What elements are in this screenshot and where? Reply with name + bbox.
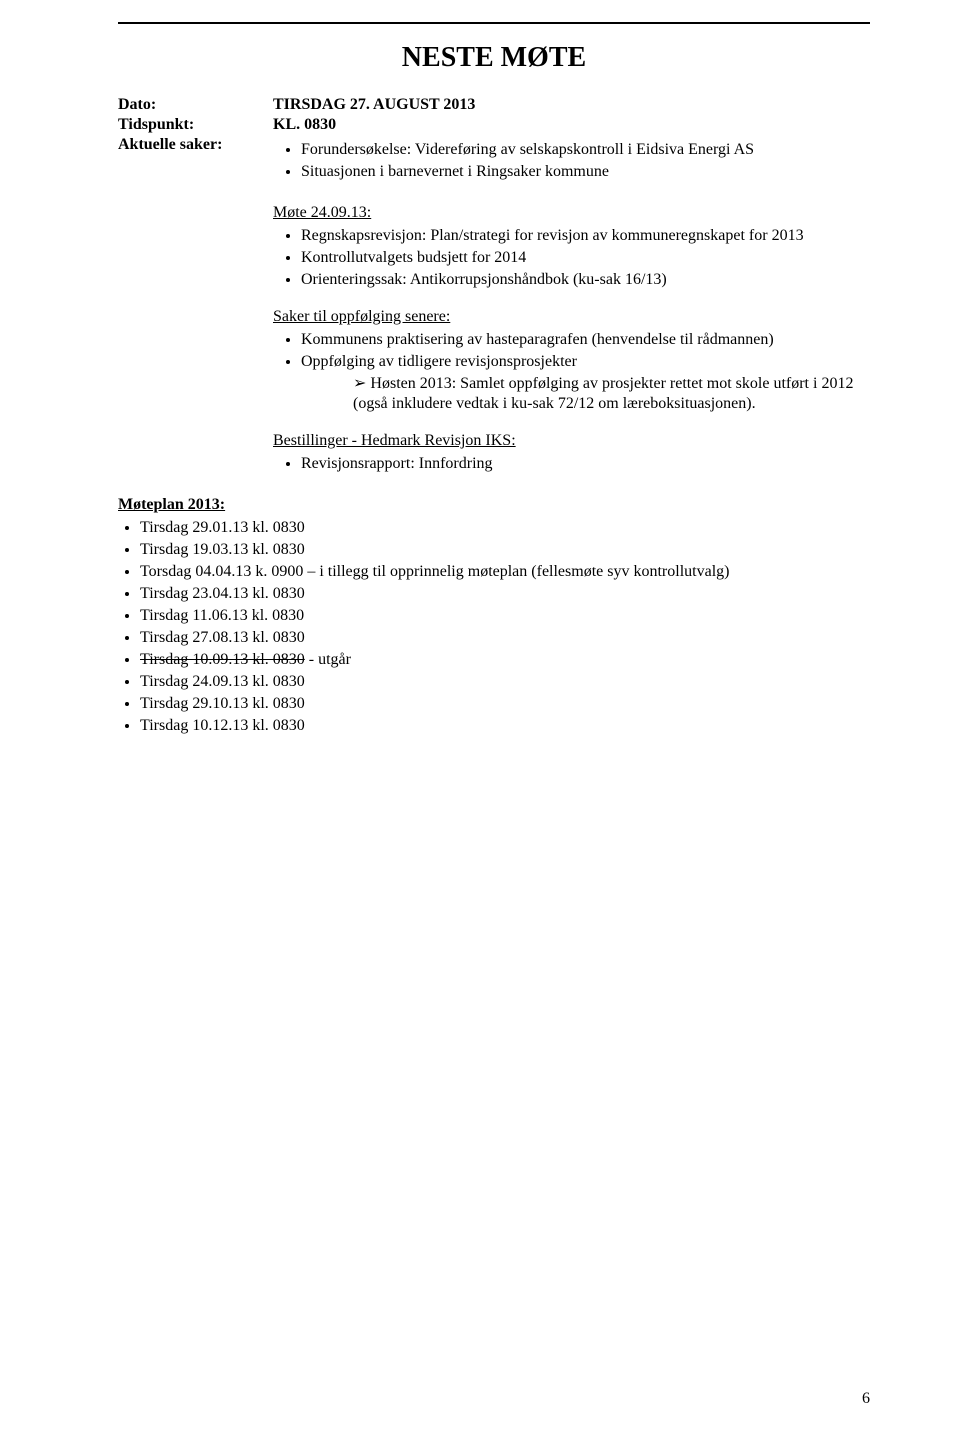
aktuelle-label: Aktuelle saker: [118,136,273,186]
saker-senere-heading: Saker til oppfølging senere: [273,308,870,326]
meta-dato-row: Dato: TIRSDAG 27. AUGUST 2013 [118,96,870,114]
bestillinger-item: Revisjonsrapport: Innfordring [301,454,870,474]
bestillinger-list: Revisjonsrapport: Innfordring [301,454,870,474]
moteplan-item: Tirsdag 23.04.13 kl. 0830 [140,584,870,604]
mote-item: Kontrollutvalgets budsjett for 2014 [301,248,870,268]
moteplan-item: Tirsdag 27.08.13 kl. 0830 [140,628,870,648]
mote-item: Regnskapsrevisjon: Plan/strategi for rev… [301,226,870,246]
tidspunkt-value: KL. 0830 [273,116,336,134]
saker-senere-sublist: Høsten 2013: Samlet oppfølging av prosje… [353,374,870,414]
saker-senere-list: Kommunens praktisering av hasteparagrafe… [301,330,870,414]
top-rule [118,22,870,24]
dato-value: TIRSDAG 27. AUGUST 2013 [273,96,475,114]
page-title: NESTE MØTE [118,42,870,74]
mote-list: Regnskapsrevisjon: Plan/strategi for rev… [301,226,870,290]
moteplan-item: Tirsdag 29.10.13 kl. 0830 [140,694,870,714]
moteplan-item: Tirsdag 10.09.13 kl. 0830 - utgår [140,650,870,670]
dato-label: Dato: [118,96,273,114]
meta-tidspunkt-row: Tidspunkt: KL. 0830 [118,116,870,134]
page-number: 6 [862,1390,870,1408]
moteplan-item: Tirsdag 29.01.13 kl. 0830 [140,518,870,538]
document-page: NESTE MØTE Dato: TIRSDAG 27. AUGUST 2013… [0,0,960,1442]
aktuelle-item: Situasjonen i barnevernet i Ringsaker ko… [301,162,870,182]
moteplan-item: Tirsdag 24.09.13 kl. 0830 [140,672,870,692]
moteplan-item-cancelled: Tirsdag 10.09.13 kl. 0830 [140,651,305,668]
bestillinger-heading: Bestillinger - Hedmark Revisjon IKS: [273,432,870,450]
moteplan-item-suffix: - utgår [305,651,351,668]
moteplan-item: Tirsdag 11.06.13 kl. 0830 [140,606,870,626]
saker-senere-subitem: Høsten 2013: Samlet oppfølging av prosje… [353,374,870,414]
moteplan-item: Tirsdag 10.12.13 kl. 0830 [140,716,870,736]
moteplan-list: Tirsdag 29.01.13 kl. 0830 Tirsdag 19.03.… [118,518,870,736]
moteplan-item: Tirsdag 19.03.13 kl. 0830 [140,540,870,560]
mote-item: Orienteringssak: Antikorrupsjonshåndbok … [301,270,870,290]
saker-senere-item-text: Oppfølging av tidligere revisjonsprosjek… [301,353,577,370]
meta-aktuelle-row: Aktuelle saker: Forundersøkelse: Videref… [118,136,870,186]
aktuelle-list: Forundersøkelse: Videreføring av selskap… [301,140,870,182]
moteplan-item: Torsdag 04.04.13 k. 0900 – i tillegg til… [140,562,870,582]
mote-heading: Møte 24.09.13: [273,204,870,222]
moteplan-heading: Møteplan 2013: [118,496,870,514]
aktuelle-item: Forundersøkelse: Videreføring av selskap… [301,140,870,160]
mote-block: Møte 24.09.13: Regnskapsrevisjon: Plan/s… [273,204,870,474]
saker-senere-item: Kommunens praktisering av hasteparagrafe… [301,330,870,350]
aktuelle-content: Forundersøkelse: Videreføring av selskap… [273,136,870,186]
saker-senere-item: Oppfølging av tidligere revisjonsprosjek… [301,352,870,414]
tidspunkt-label: Tidspunkt: [118,116,273,134]
